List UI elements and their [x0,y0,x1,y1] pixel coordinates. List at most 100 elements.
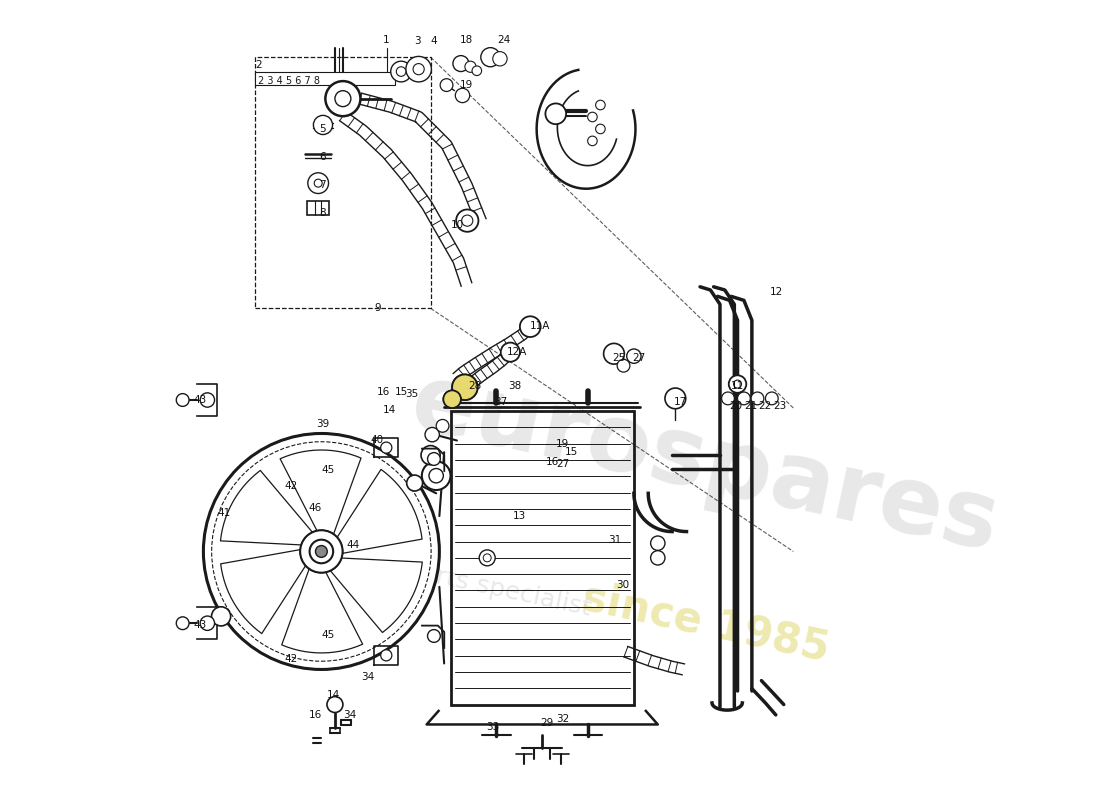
Text: 40: 40 [371,435,384,445]
Circle shape [493,52,507,66]
Circle shape [751,392,763,405]
Text: 11: 11 [732,382,745,391]
Circle shape [455,88,470,102]
Text: 4: 4 [430,36,437,46]
Circle shape [443,390,461,408]
Circle shape [334,90,351,106]
Text: 20: 20 [729,402,743,411]
Text: 37: 37 [494,397,507,406]
Text: 22: 22 [758,402,771,411]
Text: since 1985: since 1985 [579,577,833,670]
Circle shape [437,419,449,432]
Circle shape [326,81,361,116]
Circle shape [421,446,440,465]
Text: 12: 12 [769,287,783,298]
Circle shape [200,616,214,630]
Circle shape [595,124,605,134]
Circle shape [204,434,439,670]
Circle shape [407,475,422,491]
Circle shape [520,316,540,337]
Circle shape [452,374,477,400]
Text: 42: 42 [285,481,298,491]
Bar [451,411,634,705]
Circle shape [316,546,328,558]
Text: 11A: 11A [530,321,551,331]
Text: 15: 15 [395,387,408,397]
Text: 16: 16 [547,457,560,467]
Text: 31: 31 [608,534,622,545]
Text: 24: 24 [497,34,510,45]
Text: 45: 45 [321,630,334,640]
Text: 32: 32 [556,714,569,724]
Text: 39: 39 [317,419,330,429]
Circle shape [200,393,214,407]
Circle shape [483,554,492,562]
Text: 6: 6 [319,152,326,162]
Text: 2: 2 [255,60,262,70]
Circle shape [314,115,332,134]
Circle shape [666,388,685,409]
Circle shape [428,630,440,642]
Text: 27: 27 [632,353,646,362]
Circle shape [300,530,342,573]
Circle shape [737,392,750,405]
Circle shape [211,442,431,662]
Circle shape [604,343,625,364]
Text: 15: 15 [564,447,578,457]
Circle shape [428,453,440,466]
Text: 5: 5 [319,124,326,134]
Circle shape [722,392,735,405]
Text: 42: 42 [285,654,298,664]
Circle shape [481,48,500,66]
Circle shape [440,78,453,91]
Circle shape [650,536,666,550]
Circle shape [443,390,461,408]
Circle shape [452,374,477,400]
Text: 9: 9 [375,303,382,314]
Circle shape [327,697,343,713]
Circle shape [414,63,425,74]
Circle shape [729,375,746,393]
Text: 30: 30 [616,580,629,590]
Text: 13: 13 [513,510,526,521]
Text: 34: 34 [361,673,374,682]
Text: 12A: 12A [506,347,527,357]
Circle shape [617,359,630,372]
Text: 44: 44 [346,540,360,550]
Circle shape [176,394,189,406]
Text: 46: 46 [309,502,322,513]
Circle shape [211,606,231,626]
Text: 25: 25 [613,353,626,362]
Text: 45: 45 [321,465,334,475]
Circle shape [734,380,741,388]
Circle shape [453,56,469,71]
Text: 10: 10 [451,220,464,230]
Text: 14: 14 [383,405,396,414]
Circle shape [421,462,451,490]
Circle shape [480,550,495,566]
Circle shape [406,56,431,82]
Text: 8: 8 [319,208,326,218]
Circle shape [587,136,597,146]
Circle shape [500,342,520,362]
Circle shape [396,66,406,76]
Text: 16: 16 [309,710,322,720]
Circle shape [429,469,443,483]
Bar [307,201,329,215]
Circle shape [766,392,778,405]
Text: 29: 29 [540,718,553,728]
Text: 7: 7 [319,180,326,190]
Text: 18: 18 [460,34,473,45]
Circle shape [650,550,666,565]
Circle shape [308,173,329,194]
Text: 16: 16 [377,387,390,397]
Circle shape [176,617,189,630]
Text: 41: 41 [218,508,231,518]
Circle shape [587,112,597,122]
Circle shape [627,349,641,363]
Text: 14: 14 [327,690,340,700]
Text: 19: 19 [556,439,569,449]
Text: 38: 38 [508,381,521,390]
Circle shape [595,100,605,110]
Text: a porsche parts specialist: a porsche parts specialist [275,530,594,621]
